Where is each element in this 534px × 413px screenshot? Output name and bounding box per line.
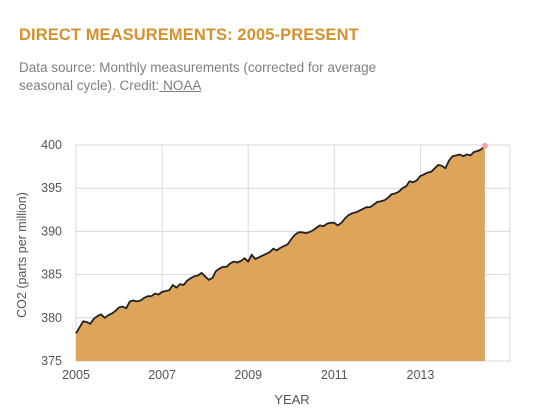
co2-series-line xyxy=(75,145,486,334)
x-tick-label: 2007 xyxy=(148,368,176,382)
y-tick-label: 380 xyxy=(41,311,62,325)
data-source-text: Data source: Monthly measurements (corre… xyxy=(19,60,377,93)
chart-subtitle: Data source: Monthly measurements (corre… xyxy=(19,59,399,95)
x-tick-label: 2009 xyxy=(234,368,262,382)
y-tick-label: 390 xyxy=(41,224,62,238)
latest-data-point[interactable] xyxy=(481,142,488,149)
y-tick-label: 395 xyxy=(41,181,62,195)
x-axis-label: YEAR xyxy=(274,392,309,407)
x-tick-label: 2005 xyxy=(62,368,90,382)
co2-area-fill xyxy=(76,145,485,361)
y-tick-label: 375 xyxy=(41,354,62,368)
y-axis-label: CO2 (parts per million) xyxy=(15,192,29,318)
x-tick-label: 2011 xyxy=(321,368,348,382)
axis-layer: 375 380 385 390 395 400 2005 2007 2009 2011 2013 xyxy=(41,138,488,382)
noaa-credit-link[interactable]: NOAA xyxy=(159,78,202,93)
y-tick-label: 385 xyxy=(41,268,62,282)
chart-title: DIRECT MEASUREMENTS: 2005-PRESENT xyxy=(19,26,359,44)
x-tick-label: 2013 xyxy=(407,368,435,382)
y-tick-label: 400 xyxy=(41,138,62,152)
